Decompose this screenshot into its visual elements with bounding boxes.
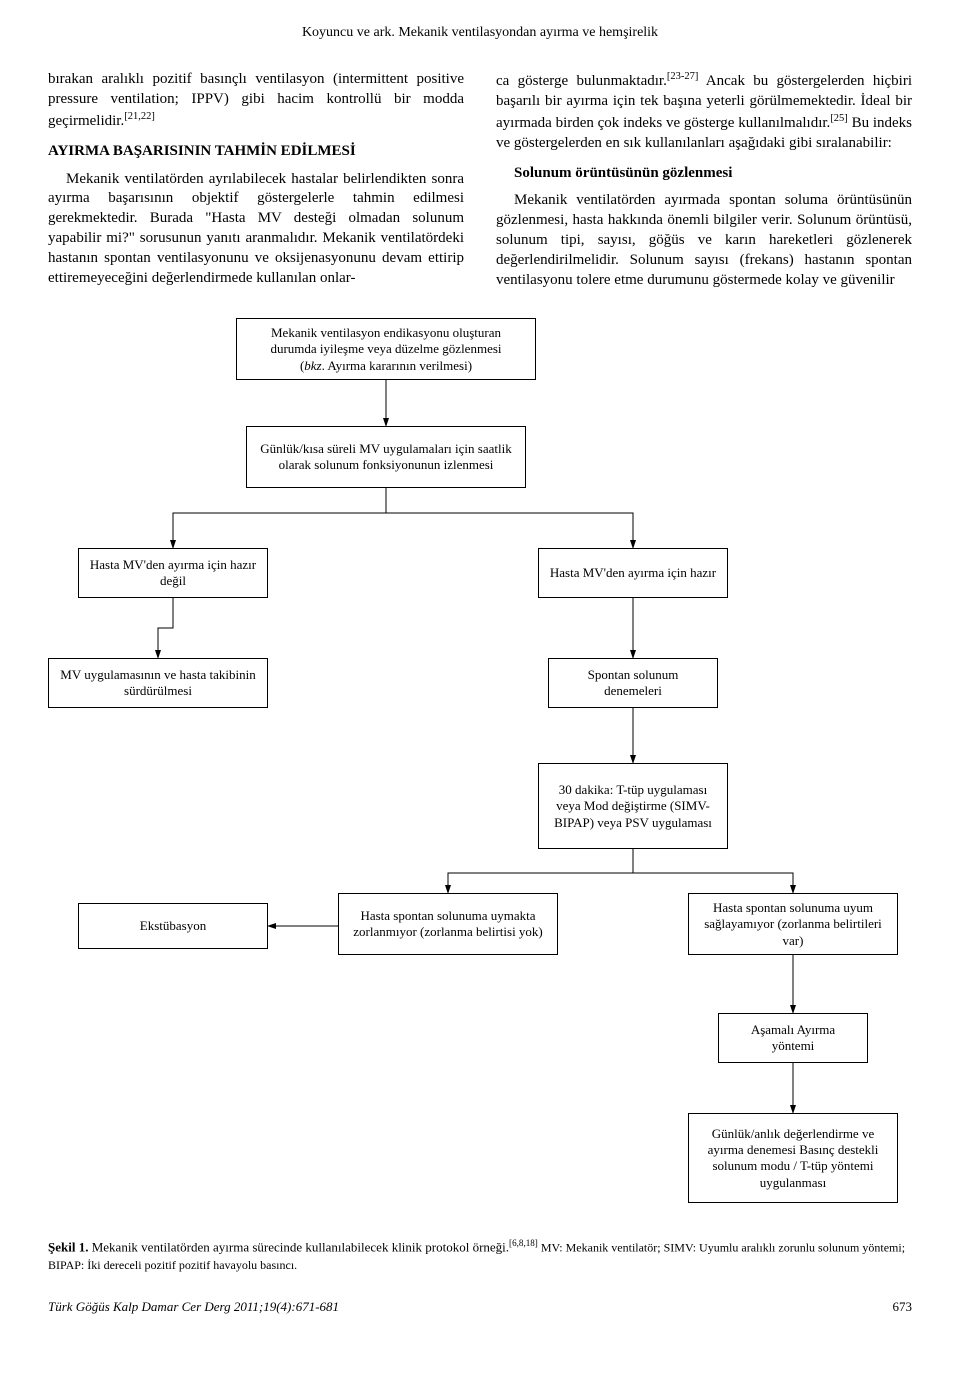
right-subheading: Solunum örüntüsünün gözlenmesi — [496, 164, 912, 184]
right-para-1: ca gösterge bulunmaktadır.[23-27] Ancak … — [496, 70, 912, 153]
flow-node-n5: MV uygulamasının ve hasta takibinin sürd… — [48, 658, 268, 708]
page-footer: Türk Göğüs Kalp Damar Cer Derg 2011;19(4… — [48, 1298, 912, 1315]
left-para-2: Mekanik ventilatörden ayrılabilecek hast… — [48, 170, 464, 289]
flow-node-n3: Hasta MV'den ayırma için hazır değil — [78, 548, 268, 598]
left-section-title: AYIRMA BAŞARISININ TAHMİN EDİLMESİ — [48, 142, 464, 162]
flow-node-n1: Mekanik ventilasyon endikasyonu oluştura… — [236, 318, 536, 380]
left-p1-text: bırakan aralıklı pozitif basınçlı ventil… — [48, 71, 464, 129]
right-p1b-ref: [25] — [830, 113, 848, 124]
flow-edge-2 — [386, 488, 633, 548]
caption-ref: [6,8,18] — [509, 1238, 538, 1248]
caption-lead: Şekil 1. — [48, 1240, 88, 1255]
flow-node-n7: 30 dakika: T-tüp uygulaması veya Mod değ… — [538, 763, 728, 849]
flow-node-n11: Aşamalı Ayırma yöntemi — [718, 1013, 868, 1063]
left-column: bırakan aralıklı pozitif basınçlı ventil… — [48, 70, 464, 300]
flowchart: Mekanik ventilasyon endikasyonu oluştura… — [48, 318, 912, 1228]
right-para-2: Mekanik ventilatörden ayırmada spontan s… — [496, 191, 912, 290]
right-p1a-ref: [23-27] — [667, 71, 699, 82]
flow-node-n12: Günlük/anlık değerlendirme ve ayırma den… — [688, 1113, 898, 1203]
right-column: ca gösterge bulunmaktadır.[23-27] Ancak … — [496, 70, 912, 300]
footer-journal: Türk Göğüs Kalp Damar Cer Derg 2011;19(4… — [48, 1298, 339, 1315]
flow-edge-3 — [158, 598, 173, 658]
figure-caption: Şekil 1. Mekanik ventilatörden ayırma sü… — [48, 1238, 912, 1273]
left-para-1: bırakan aralıklı pozitif basınçlı ventil… — [48, 70, 464, 131]
flow-node-n4: Hasta MV'den ayırma için hazır — [538, 548, 728, 598]
flow-node-n8: Ekstübasyon — [78, 903, 268, 949]
flow-edge-7 — [633, 849, 793, 893]
flow-node-n10: Hasta spontan solunuma uyum sağlayamıyor… — [688, 893, 898, 955]
flow-edge-6 — [448, 849, 633, 893]
left-p1-ref: [21,22] — [124, 111, 155, 122]
flow-edge-1 — [173, 488, 386, 548]
footer-page-number: 673 — [893, 1298, 913, 1315]
flow-node-n9: Hasta spontan solunuma uymakta zorlanmıy… — [338, 893, 558, 955]
body-columns: bırakan aralıklı pozitif basınçlı ventil… — [48, 70, 912, 300]
running-header: Koyuncu ve ark. Mekanik ventilasyondan a… — [48, 24, 912, 42]
right-p1a: ca gösterge bulunmaktadır. — [496, 73, 667, 89]
caption-text: Mekanik ventilatörden ayırma sürecinde k… — [88, 1240, 509, 1255]
flow-node-n6: Spontan solunum denemeleri — [548, 658, 718, 708]
flow-node-n2: Günlük/kısa süreli MV uygulamaları için … — [246, 426, 526, 488]
